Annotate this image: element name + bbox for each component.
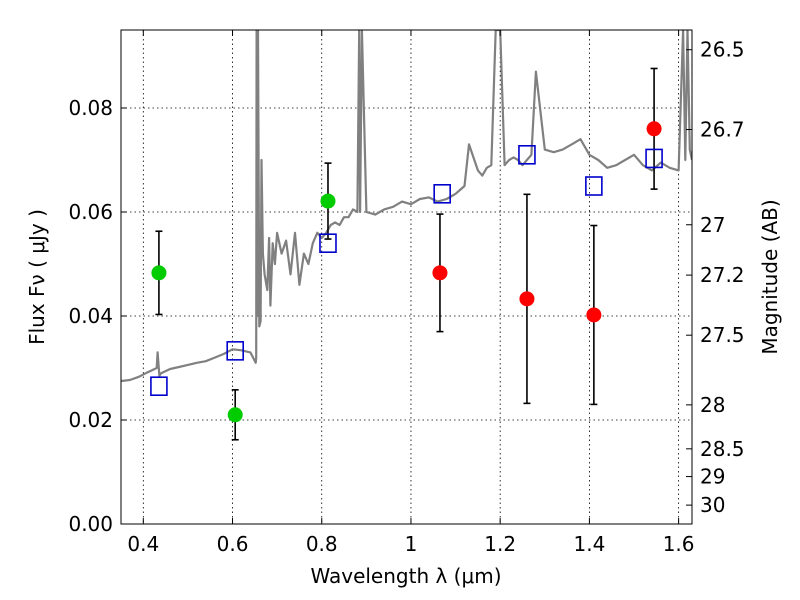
model-square-marker <box>150 376 168 397</box>
data-points <box>150 67 663 441</box>
x-tick-label: 1.6 <box>663 532 695 556</box>
green-data-point <box>320 193 336 209</box>
model-square-marker <box>433 184 451 204</box>
right-axis-title: Magnitude (AB) <box>758 199 782 354</box>
model-spectrum <box>121 30 692 383</box>
x-tick-label: 1.4 <box>573 532 605 556</box>
right-tick-label: 29 <box>700 465 725 489</box>
red-data-point <box>432 265 448 281</box>
x-tick-label: 0.4 <box>127 532 159 556</box>
right-tick-label: 28.5 <box>700 437 745 461</box>
axis-ticks: 0.4 0.6 0.8 1 1.2 1.4 1.6 0.00 0.02 0.04 0.06 0.08 2… <box>68 30 745 556</box>
right-tick-label: 27 <box>700 213 725 237</box>
y-axis-title: Flux Fν ( μJy ) <box>25 209 49 345</box>
model-square-marker <box>518 145 536 165</box>
red-data-point <box>646 121 662 137</box>
model-square-marker <box>645 148 663 169</box>
green-data-point <box>151 265 167 281</box>
x-tick-label: 1 <box>405 532 418 556</box>
right-tick-label: 27.2 <box>700 263 745 287</box>
spectrum-line <box>121 30 692 383</box>
right-tick-label: 26.7 <box>700 118 745 142</box>
red-data-point <box>586 307 602 323</box>
model-square-marker <box>319 233 337 253</box>
x-tick-label: 1.2 <box>484 532 516 556</box>
x-tick-label: 0.8 <box>306 532 338 556</box>
x-tick-label: 0.6 <box>217 532 249 556</box>
right-tick-label: 30 <box>700 493 725 517</box>
green-data-point <box>227 407 243 423</box>
model-square-marker <box>226 341 244 361</box>
red-data-point <box>519 291 535 307</box>
y-tick-label: 0.04 <box>68 304 113 328</box>
y-tick-label: 0.00 <box>68 512 113 536</box>
y-tick-label: 0.02 <box>68 408 113 432</box>
y-tick-label: 0.08 <box>68 96 113 120</box>
right-tick-label: 27.5 <box>700 323 745 347</box>
model-square-marker <box>585 176 603 196</box>
x-axis-title: Wavelength λ (μm) <box>310 564 501 588</box>
plot-frame <box>120 29 693 525</box>
right-tick-label: 26.5 <box>700 38 745 62</box>
y-tick-label: 0.06 <box>68 200 113 224</box>
right-tick-label: 28 <box>700 393 725 417</box>
